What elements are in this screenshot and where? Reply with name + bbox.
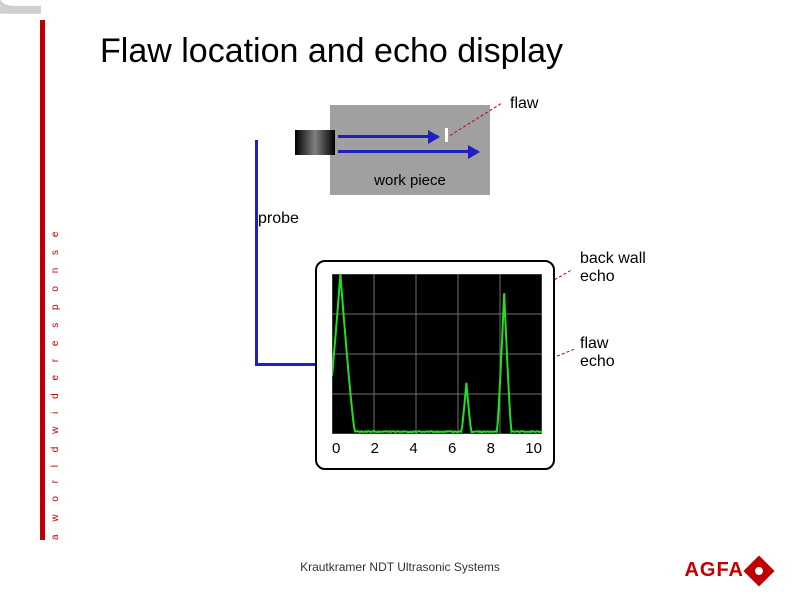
scope-screen [332, 274, 542, 434]
oscilloscope: 0 2 4 6 8 10 [315, 260, 555, 470]
agfa-logo: AGFA [684, 559, 770, 582]
back-wall-echo-label: back wall echo [580, 250, 646, 286]
probe-label: probe [258, 210, 299, 228]
tagline: a w o r l d w i d e r e s p o n s e [50, 227, 61, 540]
workpiece-label: work piece [330, 172, 490, 189]
flaw-label: flaw [510, 95, 538, 113]
footer: Krautkramer NDT Ultrasonic Systems [0, 560, 800, 574]
flaw-echo-label: flaw echo [580, 335, 615, 371]
tick: 10 [525, 440, 542, 457]
tick: 8 [487, 440, 495, 457]
tick: 2 [371, 440, 379, 457]
scope-trace [332, 274, 542, 434]
flaw-mark [445, 128, 448, 142]
page-title: Flaw location and echo display [100, 32, 563, 71]
tick: 4 [409, 440, 417, 457]
diagram: work piece flaw probe back wall echo fla… [100, 80, 750, 530]
sound-arrow-top [338, 135, 438, 138]
scope-xticks: 0 2 4 6 8 10 [332, 440, 542, 457]
cable-segment-2 [255, 363, 317, 366]
sound-arrow-bottom [338, 150, 478, 153]
sidebar: ndt a w o r l d w i d e r e s p o n s e [0, 0, 65, 560]
logo-text: AGFA [684, 559, 744, 582]
accent-bar [40, 20, 45, 540]
tick: 6 [448, 440, 456, 457]
logo-diamond-icon [743, 555, 774, 586]
cable-segment [255, 140, 303, 365]
tick: 0 [332, 440, 340, 457]
brand-text: ndt [0, 0, 63, 20]
